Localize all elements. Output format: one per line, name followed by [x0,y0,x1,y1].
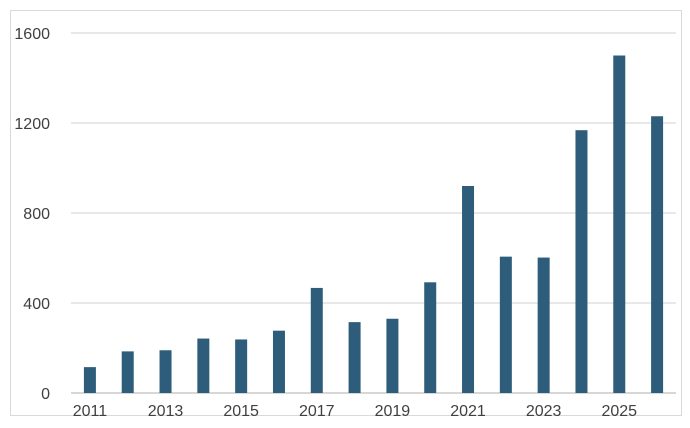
bar-2025 [613,55,626,393]
bar-2023 [537,257,550,393]
bar-2013 [159,350,172,393]
y-tick-label: 400 [23,296,50,313]
y-tick-label: 0 [41,386,50,403]
x-tick-label: 2015 [223,403,259,420]
bar-2017 [310,287,323,393]
bar-2019 [386,318,399,393]
bar-2011 [83,367,96,393]
bar-2012 [121,351,134,393]
bar-2022 [499,256,512,393]
x-tick-label: 2017 [299,403,335,420]
y-axis-labels: 0 400 800 1200 1600 [14,26,50,403]
x-tick-label: 2025 [601,403,637,420]
bar-2026 [651,116,664,393]
x-axis-labels: 2011 2013 2015 2017 2019 2021 2023 2025 [73,403,637,420]
x-tick-label: 2021 [450,403,486,420]
y-tick-label: 1600 [14,26,50,43]
grid-layer [71,32,676,394]
y-tick-label: 1200 [14,116,50,133]
bar-layer [83,55,664,393]
bar-2014 [197,338,210,393]
bar-2018 [348,322,361,393]
bar-2016 [272,330,285,393]
x-tick-label: 2011 [73,403,108,420]
bar-2015 [235,339,248,393]
x-tick-label: 2019 [375,403,411,420]
bar-2024 [575,130,588,393]
y-tick-label: 800 [23,206,50,223]
x-tick-label: 2023 [526,403,562,420]
bar-2021 [462,186,475,393]
bar-2020 [424,282,437,393]
x-tick-label: 2013 [148,403,184,420]
